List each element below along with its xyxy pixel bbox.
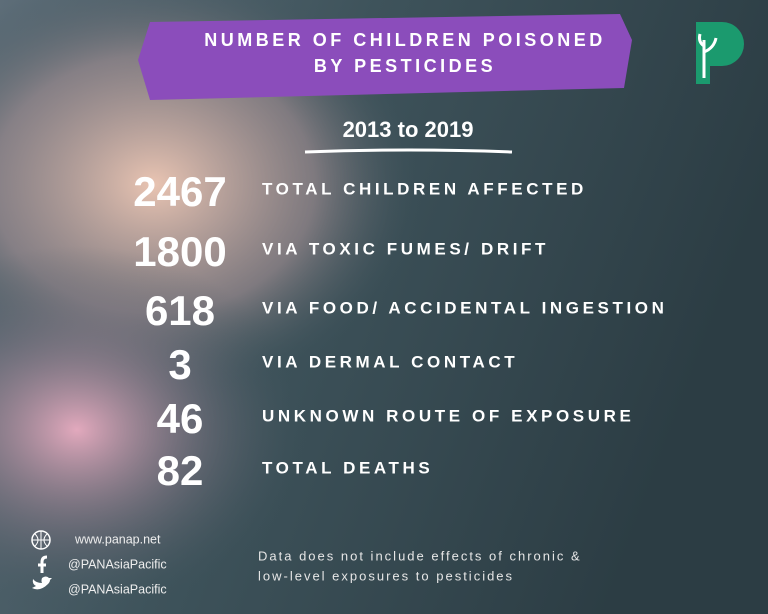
stat-label: VIA DERMAL CONTACT bbox=[262, 352, 518, 371]
subtitle: 2013 to 2019 bbox=[343, 117, 474, 142]
note-line: low-level exposures to pesticides bbox=[258, 568, 514, 583]
icons bbox=[31, 530, 52, 590]
stat-label: VIA TOXIC FUMES/ DRIFT bbox=[262, 239, 549, 258]
stat-label: TOTAL DEATHS bbox=[262, 458, 433, 477]
facebook-link[interactable]: @PANAsiaPacific bbox=[68, 557, 167, 571]
stat-number: 82 bbox=[157, 447, 204, 494]
title-banner bbox=[138, 14, 632, 100]
stat-number: 618 bbox=[145, 287, 215, 334]
stat-number: 2467 bbox=[133, 168, 226, 215]
twitter-link[interactable]: @PANAsiaPacific bbox=[68, 582, 167, 596]
stat-label: TOTAL CHILDREN AFFECTED bbox=[262, 179, 587, 198]
website-link[interactable]: www.panap.net bbox=[74, 532, 161, 546]
logo bbox=[696, 22, 744, 84]
stat-number: 1800 bbox=[133, 228, 226, 275]
stats: 2467 TOTAL CHILDREN AFFECTED 1800 VIA TOXIC… bbox=[133, 168, 668, 494]
note-line: Data does not include effects of chronic… bbox=[258, 548, 582, 563]
title-line: BY PESTICIDES bbox=[314, 56, 496, 76]
underline bbox=[304, 148, 513, 154]
stat-label: VIA FOOD/ ACCIDENTAL INGESTION bbox=[262, 298, 668, 317]
stat-label: UNKNOWN ROUTE OF EXPOSURE bbox=[262, 406, 634, 425]
stat-number: 46 bbox=[157, 395, 204, 442]
title-line: NUMBER OF CHILDREN POISONED bbox=[204, 30, 606, 50]
stat-number: 3 bbox=[168, 341, 191, 388]
